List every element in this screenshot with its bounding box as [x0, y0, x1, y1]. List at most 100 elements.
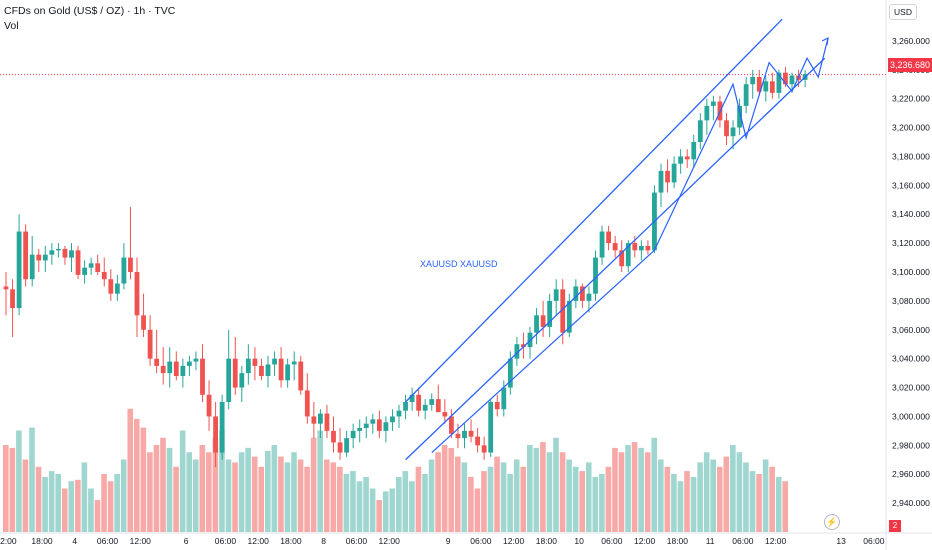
volume-bar: [173, 466, 179, 532]
volume-bar: [553, 437, 559, 532]
candle-body: [390, 416, 395, 423]
candle-body: [606, 231, 611, 244]
symbol-title[interactable]: CFDs on Gold (US$ / OZ) · 1h · TVC: [4, 5, 176, 17]
volume-bar: [68, 481, 75, 532]
candle-body: [789, 75, 795, 85]
x-tick-label: 06:00: [601, 536, 623, 546]
candle-body: [193, 358, 199, 362]
volume-bar: [304, 466, 310, 532]
candle-body: [691, 142, 697, 160]
volume-bar: [343, 474, 350, 532]
candle-body: [507, 358, 513, 388]
volume-bar: [651, 437, 658, 532]
channel-lower-line: [405, 57, 826, 461]
volume-bar: [461, 462, 468, 532]
candle-body: [573, 286, 579, 301]
candle-body: [494, 402, 500, 410]
volume-bar: [677, 481, 684, 532]
volume-bar: [212, 437, 219, 532]
volume-bar: [35, 466, 42, 532]
candle-body: [226, 358, 232, 402]
volume-bar: [284, 462, 291, 532]
volume-bar: [323, 459, 330, 532]
volume-bar: [441, 445, 448, 532]
candle-body: [580, 286, 585, 301]
candle-body: [383, 422, 389, 431]
volume-bar: [782, 481, 789, 532]
volume-bar: [468, 476, 474, 532]
x-tick-label: 12:00: [248, 536, 270, 546]
x-tick-label: 06:00: [97, 536, 119, 546]
volume-bar: [756, 474, 762, 532]
candle-body: [422, 404, 428, 411]
volume-bar: [435, 452, 441, 532]
x-tick-label: 9: [446, 536, 451, 546]
volume-bar: [579, 471, 585, 532]
volume-indicator-label[interactable]: Vol: [4, 20, 19, 32]
volume-bar: [546, 452, 553, 532]
volume-bar: [481, 471, 487, 532]
currency-button[interactable]: USD: [889, 4, 917, 20]
candle-body: [167, 361, 173, 374]
volume-bar: [664, 466, 671, 532]
candle-body: [612, 243, 618, 251]
candle-body: [75, 250, 81, 275]
volume-bar: [697, 462, 703, 532]
y-tick-label: 3,100.000: [892, 267, 930, 277]
candle-body: [259, 365, 264, 376]
candle-body: [553, 289, 559, 301]
candle-body: [724, 120, 729, 137]
y-tick-label: 3,020.000: [892, 383, 930, 393]
candle-body: [200, 358, 205, 395]
candle-body: [318, 413, 323, 424]
candle-body: [711, 101, 716, 106]
volume-bar: [684, 471, 690, 532]
y-tick-label: 3,040.000: [892, 354, 930, 364]
event-badge[interactable]: 2: [889, 520, 901, 532]
candle-body: [10, 289, 15, 309]
candle-body: [311, 416, 317, 424]
x-tick-label: 11: [706, 536, 715, 546]
volume-bar: [644, 452, 651, 532]
candle-body: [62, 248, 68, 258]
volume-bar: [520, 466, 527, 532]
y-tick-label: 3,180.000: [892, 151, 930, 161]
candle-body: [776, 72, 782, 93]
x-tick-label: 18:00: [667, 536, 689, 546]
candle-body: [206, 394, 212, 417]
x-tick-label: 13: [836, 536, 846, 546]
volume-bar: [559, 452, 566, 532]
lightning-icon[interactable]: ⚡: [824, 514, 840, 530]
drawing-label[interactable]: XAUUSD XAUUSD: [420, 259, 498, 269]
volume-bar: [625, 445, 631, 532]
candle-body: [3, 286, 9, 290]
volume-bar: [55, 474, 61, 532]
candle-body: [42, 254, 48, 261]
candle-body: [298, 361, 304, 391]
candle-body: [69, 250, 74, 258]
volume-bar: [775, 476, 782, 532]
candle-body: [501, 387, 507, 410]
volume-bar: [736, 452, 743, 532]
candle-body: [147, 329, 153, 359]
volume-bar: [592, 476, 599, 532]
volume-bar: [107, 481, 114, 532]
x-tick-label: 12:00: [130, 536, 152, 546]
candle-body: [769, 81, 775, 93]
x-tick-label: 18:00: [280, 536, 302, 546]
candle-body: [357, 428, 363, 431]
candle-body: [449, 416, 454, 434]
volume-bar: [409, 481, 415, 532]
last-price-label: 3,236.680: [888, 58, 932, 72]
volume-bar: [278, 456, 284, 532]
candle-body: [514, 344, 520, 359]
volume-bar: [22, 459, 29, 532]
volume-bar: [251, 456, 258, 532]
volume-bar: [206, 452, 212, 532]
volume-bar: [271, 445, 278, 532]
x-tick-label: 06:00: [863, 536, 885, 546]
candle-body: [566, 300, 572, 333]
candle-body: [128, 257, 133, 272]
candle-body: [337, 442, 343, 453]
